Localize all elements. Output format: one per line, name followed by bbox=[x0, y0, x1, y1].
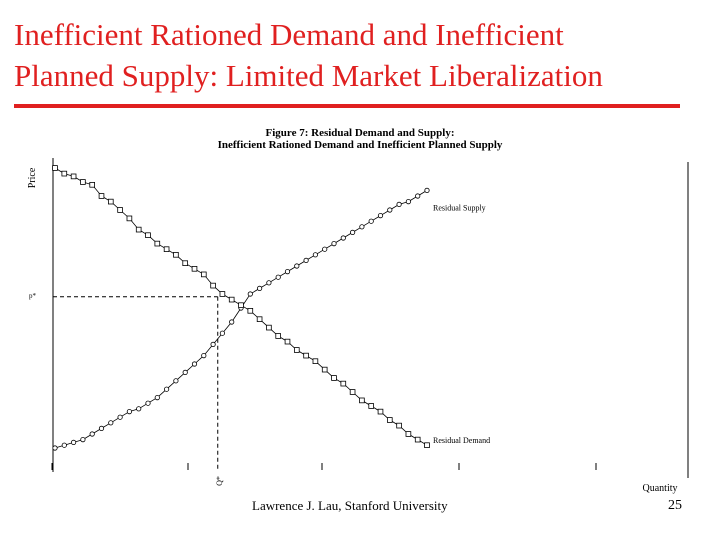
series-1-point-1 bbox=[52, 445, 58, 451]
series-1-point-10 bbox=[136, 406, 142, 412]
series-2-point-4 bbox=[80, 179, 86, 185]
series-1-point-36 bbox=[377, 213, 384, 219]
series-2-point-24 bbox=[266, 324, 272, 331]
series-2-point-5 bbox=[89, 181, 96, 188]
series-2-point-8 bbox=[117, 207, 123, 213]
series-1-point-41 bbox=[424, 187, 430, 193]
series-1-point-22 bbox=[247, 291, 253, 297]
y-axis-label: Price bbox=[27, 167, 38, 188]
slide-title-line-1: Inefficient Rationed Demand and Ineffici… bbox=[14, 17, 564, 52]
series-2-point-15 bbox=[182, 260, 189, 266]
title-underline bbox=[14, 104, 680, 108]
series-2-point-27 bbox=[293, 347, 300, 353]
series-2-point-20 bbox=[228, 296, 235, 303]
series-2-point-34 bbox=[359, 397, 365, 404]
series-2-point-11 bbox=[145, 232, 151, 239]
series-1-point-30 bbox=[322, 246, 328, 252]
series-1-point-11 bbox=[145, 400, 151, 406]
series-2-point-16 bbox=[191, 265, 198, 272]
series-2-point-30 bbox=[321, 366, 328, 373]
series-1-label: Residual Supply bbox=[433, 203, 486, 212]
series-1-point-24 bbox=[266, 280, 272, 286]
series-1-point-39 bbox=[405, 199, 411, 205]
series-1-point-4 bbox=[80, 436, 86, 443]
series-2-point-25 bbox=[275, 333, 281, 339]
series-1-point-35 bbox=[368, 218, 374, 224]
series-1-point-18 bbox=[210, 341, 216, 347]
series-1-point-2 bbox=[61, 442, 67, 448]
figure-title: Figure 7: Residual Demand and Supply: In… bbox=[150, 127, 570, 151]
series-1-point-12 bbox=[154, 394, 160, 401]
slide-title-line-2: Planned Supply: Limited Market Liberaliz… bbox=[14, 58, 603, 93]
series-2-point-26 bbox=[284, 338, 291, 345]
series-1-point-20 bbox=[229, 319, 235, 325]
equilibrium-price-label: p* bbox=[29, 292, 37, 300]
series-2-point-19 bbox=[219, 291, 226, 297]
series-1-point-25 bbox=[275, 274, 281, 280]
series-2-point-12 bbox=[154, 240, 161, 247]
series-2-point-21 bbox=[238, 302, 244, 308]
series-2-point-23 bbox=[256, 316, 263, 322]
series-1-point-38 bbox=[396, 201, 402, 207]
series-1-point-33 bbox=[349, 229, 356, 235]
series-2-point-38 bbox=[396, 422, 402, 429]
series-2-point-39 bbox=[405, 431, 412, 437]
series-1-point-6 bbox=[98, 425, 105, 431]
series-1-point-28 bbox=[303, 257, 309, 263]
series-2-point-3 bbox=[70, 173, 77, 180]
footer-credit: Lawrence J. Lau, Stanford University bbox=[252, 498, 448, 513]
series-1-point-29 bbox=[312, 252, 318, 258]
x-axis-label: Quantity bbox=[643, 483, 678, 494]
series-2-point-2 bbox=[61, 170, 68, 177]
series-1-point-27 bbox=[294, 263, 300, 269]
series-1-point-23 bbox=[256, 285, 263, 291]
series-2-point-6 bbox=[98, 193, 105, 199]
slide-title: Inefficient Rationed Demand and Ineffici… bbox=[14, 14, 714, 96]
equilibrium-quantity-label: Q* bbox=[215, 476, 224, 486]
series-1-point-9 bbox=[126, 408, 132, 415]
series-2-point-13 bbox=[163, 246, 170, 253]
series-2-label: Residual Demand bbox=[433, 436, 490, 445]
series-1-point-15 bbox=[182, 369, 188, 375]
series-2-point-36 bbox=[377, 408, 384, 415]
series-1-point-8 bbox=[117, 414, 123, 420]
series-1-point-31 bbox=[331, 241, 337, 247]
series-1-point-26 bbox=[284, 268, 291, 275]
series-2-point-28 bbox=[303, 352, 309, 359]
series-1-point-5 bbox=[89, 431, 95, 437]
series-2-point-7 bbox=[108, 198, 114, 205]
chart-title: Figure 7: Residual Demand and Supply: bbox=[265, 127, 455, 139]
series-2-point-41 bbox=[424, 442, 430, 448]
series-1-line bbox=[54, 190, 428, 449]
series-1-point-19 bbox=[219, 330, 225, 336]
series-2-point-14 bbox=[173, 251, 179, 258]
series-2-point-37 bbox=[386, 417, 393, 423]
series-2-point-33 bbox=[349, 389, 356, 395]
series-1-point-34 bbox=[359, 224, 365, 230]
series-2-point-31 bbox=[331, 375, 337, 381]
series-2-point-40 bbox=[414, 436, 421, 443]
series-2-point-1 bbox=[52, 165, 58, 171]
series-1-point-14 bbox=[173, 378, 179, 384]
series-2-point-22 bbox=[247, 307, 254, 314]
series-2-point-35 bbox=[368, 403, 374, 409]
series-2-point-10 bbox=[135, 226, 142, 233]
series-2-point-32 bbox=[340, 380, 347, 387]
series-2-point-18 bbox=[210, 282, 216, 289]
series-1-point-17 bbox=[201, 352, 207, 359]
series-2-point-17 bbox=[200, 271, 207, 278]
series-1-point-32 bbox=[340, 235, 346, 241]
series-1-point-13 bbox=[164, 386, 170, 392]
series-1-point-16 bbox=[191, 361, 198, 367]
series-1-point-7 bbox=[108, 420, 114, 426]
series-1-point-37 bbox=[387, 207, 393, 213]
page-number: 25 bbox=[668, 498, 682, 513]
series-2-point-29 bbox=[312, 358, 319, 364]
series-1-point-3 bbox=[71, 439, 77, 445]
chart-subtitle: Inefficient Rationed Demand and Ineffici… bbox=[217, 139, 503, 151]
series-1-point-40 bbox=[415, 193, 421, 199]
series-2-point-9 bbox=[126, 215, 133, 222]
